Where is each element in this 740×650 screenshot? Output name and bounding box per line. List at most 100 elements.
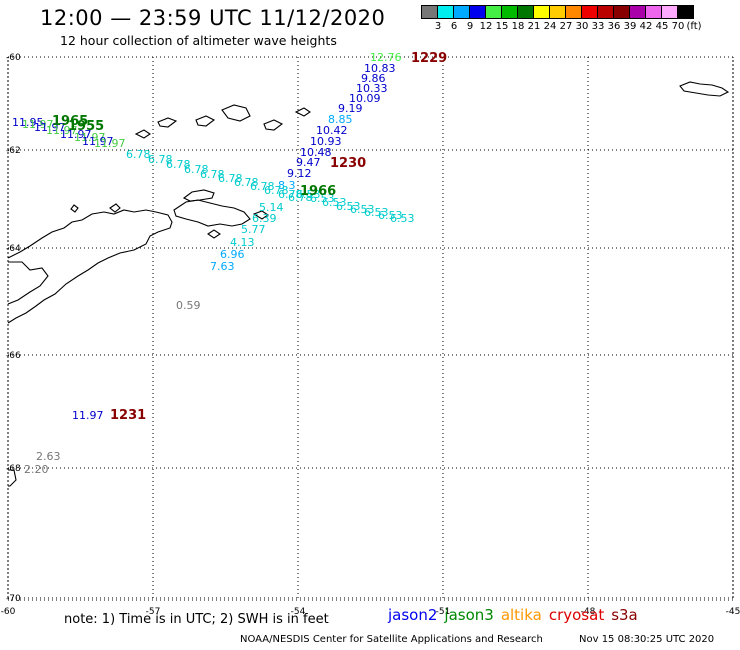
wave-height-value-dense: 6.78 xyxy=(250,180,275,193)
wave-height-value: 9.47 xyxy=(296,156,321,169)
wave-height-value-dense: 6.53 xyxy=(364,206,389,219)
map-frame xyxy=(7,56,734,601)
color-scale-bar xyxy=(421,5,694,19)
wave-height-value-dense: 6.53 xyxy=(296,188,321,201)
coast-southwest-stub xyxy=(8,469,17,487)
legend-jason2: jason2 xyxy=(388,606,438,624)
coast-south-shetland-5 xyxy=(134,129,151,139)
coast-south-shetland-1 xyxy=(221,104,251,122)
wave-height-value: 9.12 xyxy=(287,167,312,180)
color-scale-label: 39 xyxy=(623,21,637,32)
wave-height-value-dense: 11.97 xyxy=(82,135,114,148)
wave-height-value: 2.20 xyxy=(24,463,49,476)
cycle-number: 1229 xyxy=(411,51,447,66)
footer-timestamp: Nov 15 08:30:25 UTC 2020 xyxy=(579,634,715,645)
wave-height-value-dense: 6.78 xyxy=(264,184,289,197)
wave-height-value: 5.14 xyxy=(259,201,284,214)
wave-height-value: 10.48 xyxy=(300,146,332,159)
wave-height-value-dense: 6.78 xyxy=(278,188,303,201)
coast-joinville-island xyxy=(173,199,251,227)
longitude-label: -51 xyxy=(436,607,451,617)
color-scale-label: (ft) xyxy=(686,21,702,32)
longitude-label: -54 xyxy=(291,607,306,617)
coastlines xyxy=(7,81,730,487)
coast-inlet xyxy=(7,261,49,305)
color-scale-label: 70 xyxy=(671,21,685,32)
wave-height-value-dense: 6.53 xyxy=(378,209,403,222)
units-note: note: 1) Time is in UTC; 2) SWH is in fe… xyxy=(64,612,329,627)
color-scale-label: 36 xyxy=(607,21,621,32)
latitude-label: -64 xyxy=(6,244,21,254)
longitude-label: -60 xyxy=(1,607,16,617)
latitude-label: -60 xyxy=(6,53,21,63)
wave-height-value-dense: 11.97 xyxy=(46,124,78,137)
wave-height-value: 7.63 xyxy=(210,260,235,273)
legend-altika: altika xyxy=(500,606,542,624)
wave-height-value: 6.96 xyxy=(220,248,245,261)
wave-height-value-dense: 11.97 xyxy=(22,118,54,131)
wave-height-value-dense: 6.53 xyxy=(390,212,415,225)
wave-height-value: 9.19 xyxy=(338,102,363,115)
coast-south-shetland-4 xyxy=(263,119,284,131)
wave-height-value-dense: 6.78 xyxy=(166,158,191,171)
color-scale-cell xyxy=(677,5,694,19)
wave-height-value-dense: 6.78 xyxy=(148,153,173,166)
legend-jason3: jason3 xyxy=(444,606,494,624)
color-scale-label: 6 xyxy=(450,21,458,32)
coast-south-orkney xyxy=(679,81,730,97)
wave-height-value: 8.85 xyxy=(328,113,353,126)
latitude-label: -68 xyxy=(6,464,21,474)
color-scale-label: 3 xyxy=(434,21,442,32)
wave-height-value: 10.42 xyxy=(316,124,348,137)
wave-height-value: 10.93 xyxy=(310,135,342,148)
wave-height-value-dense: 6.53 xyxy=(336,200,361,213)
wave-height-value: 4.13 xyxy=(230,236,255,249)
wave-height-value: 11.95 xyxy=(12,116,44,129)
color-scale-label: 15 xyxy=(495,21,509,32)
coast-south-shetland-2 xyxy=(195,115,216,127)
longitude-label: -48 xyxy=(581,607,596,617)
color-scale-labels: 3 6 9 12 15 18 21 24 27 30 33 36 39 42 45 70 (ft) xyxy=(430,21,702,32)
longitude-label: -45 xyxy=(726,607,740,617)
wave-height-value-dense: 6.53 xyxy=(350,203,375,216)
wave-height-value: 10.09 xyxy=(349,92,381,105)
coast-antarctic-peninsula xyxy=(7,209,173,324)
color-scale-label: 21 xyxy=(527,21,541,32)
satellite-legend: jason2 jason3 altika cryosat s3a xyxy=(388,606,645,624)
color-scale-label: 27 xyxy=(559,21,573,32)
wave-height-value-dense: 11.97 xyxy=(94,137,126,150)
color-scale-label: 42 xyxy=(639,21,653,32)
wave-height-value-dense: 6.78 xyxy=(200,168,225,181)
wave-height-value-dense: 6.78 xyxy=(234,176,259,189)
wave-height-value: 10.83 xyxy=(364,62,396,75)
wave-height-value-dense: 6.78 xyxy=(218,172,243,185)
footer-organization: NOAA/NESDIS Center for Satellite Applica… xyxy=(240,634,543,645)
wave-height-value-dense: 6.78 xyxy=(126,148,151,161)
legend-cryosat: cryosat xyxy=(548,606,605,624)
wave-height-value-dense: 11.97 xyxy=(74,131,106,144)
legend-s3a: s3a xyxy=(611,606,638,624)
color-scale-label: 24 xyxy=(543,21,557,32)
color-scale-label: 9 xyxy=(466,21,474,32)
coast-small-isle-3 xyxy=(70,204,79,213)
cycle-number: 1965 xyxy=(52,114,88,129)
latitude-label: -66 xyxy=(6,351,21,361)
coast-small-isle-1 xyxy=(252,210,269,220)
color-scale-label: 30 xyxy=(575,21,589,32)
wave-height-value: 11.97 xyxy=(72,409,104,422)
map-title: 12:00 — 23:59 UTC 11/12/2020 xyxy=(40,6,386,30)
map-gridlines: -60 -62 -64 -66 -68 -70 -60 -57 -54 -51 -48 -45 xyxy=(1,53,740,617)
wave-height-value-dense: 6.53 xyxy=(322,196,347,209)
color-scale-label: 33 xyxy=(591,21,605,32)
wave-height-value: 5.77 xyxy=(241,223,266,236)
wave-height-value: 9.86 xyxy=(361,72,386,85)
coast-south-shetland-3 xyxy=(157,117,178,128)
wave-height-value: 10.33 xyxy=(356,82,388,95)
color-scale-label: 18 xyxy=(511,21,525,32)
wave-height-value: 12.76 xyxy=(370,51,402,64)
wave-height-value: 6.39 xyxy=(252,212,277,225)
map-subtitle: 12 hour collection of altimeter wave hei… xyxy=(60,33,337,48)
color-scale-label: 12 xyxy=(479,21,493,32)
satellite-track-labels: 12.7610.839.8610.3310.099.198.8510.4210.… xyxy=(12,51,447,476)
